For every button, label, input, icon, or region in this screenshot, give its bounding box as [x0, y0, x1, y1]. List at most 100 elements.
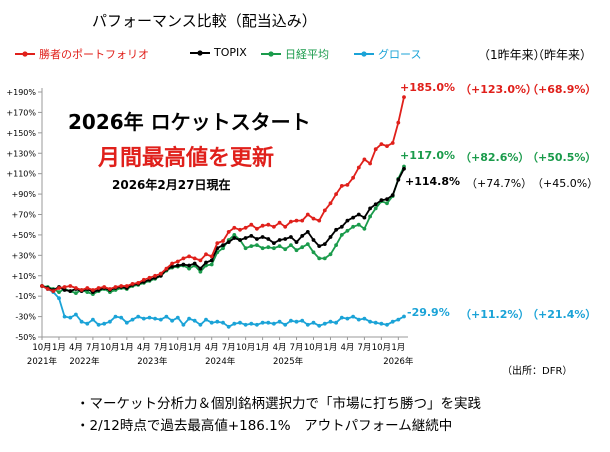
data-point — [96, 286, 101, 290]
legend-item-nikkei: 日経平均 — [260, 46, 329, 62]
x-tick-label: 1月 — [256, 343, 270, 353]
data-point — [68, 284, 73, 288]
data-point — [243, 236, 248, 240]
data-point — [317, 218, 322, 223]
winners-since-last-year: （+68.9%） — [527, 83, 597, 96]
x-year-label: 2022年 — [69, 356, 100, 367]
x-tick-label: 1月 — [120, 343, 134, 353]
data-point — [124, 320, 129, 325]
data-point — [339, 224, 344, 229]
data-point — [255, 226, 259, 231]
data-point — [108, 287, 112, 291]
data-point — [362, 215, 367, 220]
data-point — [373, 320, 378, 325]
data-point — [136, 314, 141, 319]
data-point — [339, 233, 344, 237]
data-point — [272, 224, 276, 229]
nikkei-since-last-year: （+50.5%） — [527, 151, 597, 164]
data-point — [311, 320, 316, 325]
data-point — [198, 269, 203, 274]
data-point — [221, 243, 225, 248]
end-value-nikkei: +117.0% — [400, 149, 456, 162]
x-tick-label: 10月 — [372, 343, 391, 353]
data-point — [164, 266, 169, 271]
data-point — [158, 317, 163, 322]
data-point — [243, 322, 248, 327]
data-point — [91, 317, 95, 322]
y-tick-label: +70% — [12, 211, 37, 220]
data-point — [74, 291, 78, 295]
data-point — [373, 206, 378, 211]
x-year-label: 2021年 — [27, 356, 58, 367]
data-point — [334, 192, 338, 197]
data-point — [40, 284, 44, 288]
data-point — [79, 288, 84, 292]
data-point — [305, 230, 310, 234]
y-tick-label: +150% — [6, 129, 36, 138]
legend-item-growth: グロース — [353, 46, 421, 62]
data-point — [85, 290, 90, 294]
data-point — [328, 235, 333, 239]
x-year-label: 2025年 — [273, 356, 304, 367]
data-point — [260, 223, 265, 228]
data-point — [300, 218, 305, 223]
data-point — [396, 120, 401, 125]
data-point — [147, 275, 152, 280]
source-note: （出所：DFR） — [502, 366, 573, 377]
data-point — [187, 263, 192, 268]
data-point — [175, 315, 180, 320]
data-point — [345, 183, 350, 187]
data-point — [62, 314, 67, 319]
data-point — [322, 321, 327, 326]
x-tick-label: 7月 — [357, 343, 371, 353]
data-point — [232, 233, 237, 237]
data-point — [187, 254, 192, 259]
data-point — [232, 225, 237, 230]
x-tick-label: 7月 — [290, 343, 304, 353]
data-point — [260, 235, 265, 239]
data-point — [102, 285, 107, 289]
data-point — [147, 315, 152, 320]
data-point — [181, 256, 186, 261]
data-point — [266, 245, 271, 250]
nikkei-since-2-years: （+82.6%） — [460, 151, 530, 164]
data-point — [249, 321, 254, 326]
data-point — [175, 259, 180, 264]
data-point — [322, 208, 327, 213]
y-tick-label: +170% — [6, 108, 36, 117]
data-point — [277, 238, 282, 242]
data-point — [385, 322, 389, 327]
growth-since-2-years: （+11.2%） — [460, 308, 530, 321]
data-point — [300, 318, 305, 323]
data-point — [215, 319, 220, 324]
data-point — [153, 316, 158, 321]
data-point — [187, 316, 192, 321]
data-point — [328, 319, 333, 324]
data-point — [317, 256, 322, 261]
data-point — [266, 222, 271, 227]
end-value-winners: +185.0% — [400, 81, 456, 94]
data-point — [373, 147, 378, 152]
data-point — [385, 197, 389, 202]
data-point — [351, 224, 355, 229]
data-point — [322, 242, 327, 247]
data-point — [294, 248, 299, 253]
data-point — [209, 254, 214, 259]
data-point — [283, 237, 288, 241]
data-point — [362, 157, 367, 162]
data-point — [396, 177, 401, 182]
y-tick-label: -30% — [15, 313, 36, 322]
topix-since-2-years: （+74.7%） — [466, 177, 533, 190]
data-point — [311, 238, 316, 242]
data-point — [283, 247, 288, 252]
data-point — [57, 296, 61, 301]
data-point — [130, 317, 135, 322]
data-point — [402, 314, 406, 319]
column-header-since-2-years: （1昨年来） — [478, 48, 546, 62]
y-tick-label: +190% — [6, 88, 36, 97]
data-point — [339, 315, 344, 320]
data-point — [356, 222, 361, 227]
data-point — [175, 263, 180, 268]
data-point — [204, 260, 208, 265]
legend-item-topix: TOPIX — [189, 46, 247, 59]
